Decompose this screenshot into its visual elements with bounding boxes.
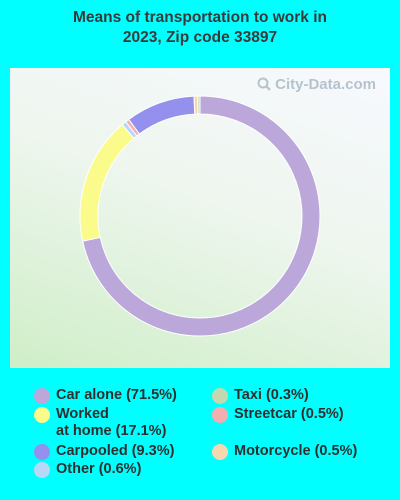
legend-swatch (34, 443, 50, 460)
donut-slice-6 (197, 95, 201, 115)
legend-item: Taxi (0.3%) (212, 387, 309, 404)
legend-label: Motorcycle (0.5%) (234, 442, 358, 459)
legend-swatch (34, 462, 50, 478)
legend-label: Taxi (0.3%) (234, 387, 309, 403)
legend-label: Car alone (71.5%) (56, 387, 177, 403)
legend-swatch (212, 406, 228, 423)
watermark: City-Data.com (257, 76, 376, 93)
legend-swatch (212, 388, 228, 404)
legend-item: Car alone (71.5%) (34, 387, 177, 404)
watermark-text: City-Data.com (275, 76, 376, 93)
legend-swatch (34, 388, 50, 404)
donut-chart (79, 95, 321, 337)
legend-label: Carpooled (9.3%) (56, 442, 175, 459)
legend-item: Streetcar (0.5%) (212, 406, 344, 423)
legend-label: Worked (56, 405, 109, 422)
legend-item: Worked at home (17.1%) (34, 406, 166, 440)
legend-label: Streetcar (0.5%) (234, 405, 344, 422)
legend-item: Carpooled (9.3%) (34, 443, 174, 460)
legend-swatch (212, 443, 228, 460)
donut-slice-4 (128, 95, 196, 135)
donut-slice-0 (82, 95, 321, 337)
legend-item: Other (0.6%) (34, 461, 141, 478)
chart-title-line1: Means of transportation to work in (72, 9, 328, 26)
legend-swatch (34, 406, 50, 423)
magnifier-icon (257, 77, 271, 91)
legend-label: Other (0.6%) (56, 461, 142, 477)
plot-area: City-Data.com (10, 68, 390, 368)
chart-title-line2: 2023, Zip code 33897 (122, 29, 278, 46)
donut-slice-1 (79, 123, 135, 242)
legend-label-line2: at home (17.1%) (56, 422, 167, 439)
legend-item: Motorcycle (0.5%) (212, 443, 357, 460)
chart-title: Means of transportation to work in 2023,… (0, 8, 400, 48)
